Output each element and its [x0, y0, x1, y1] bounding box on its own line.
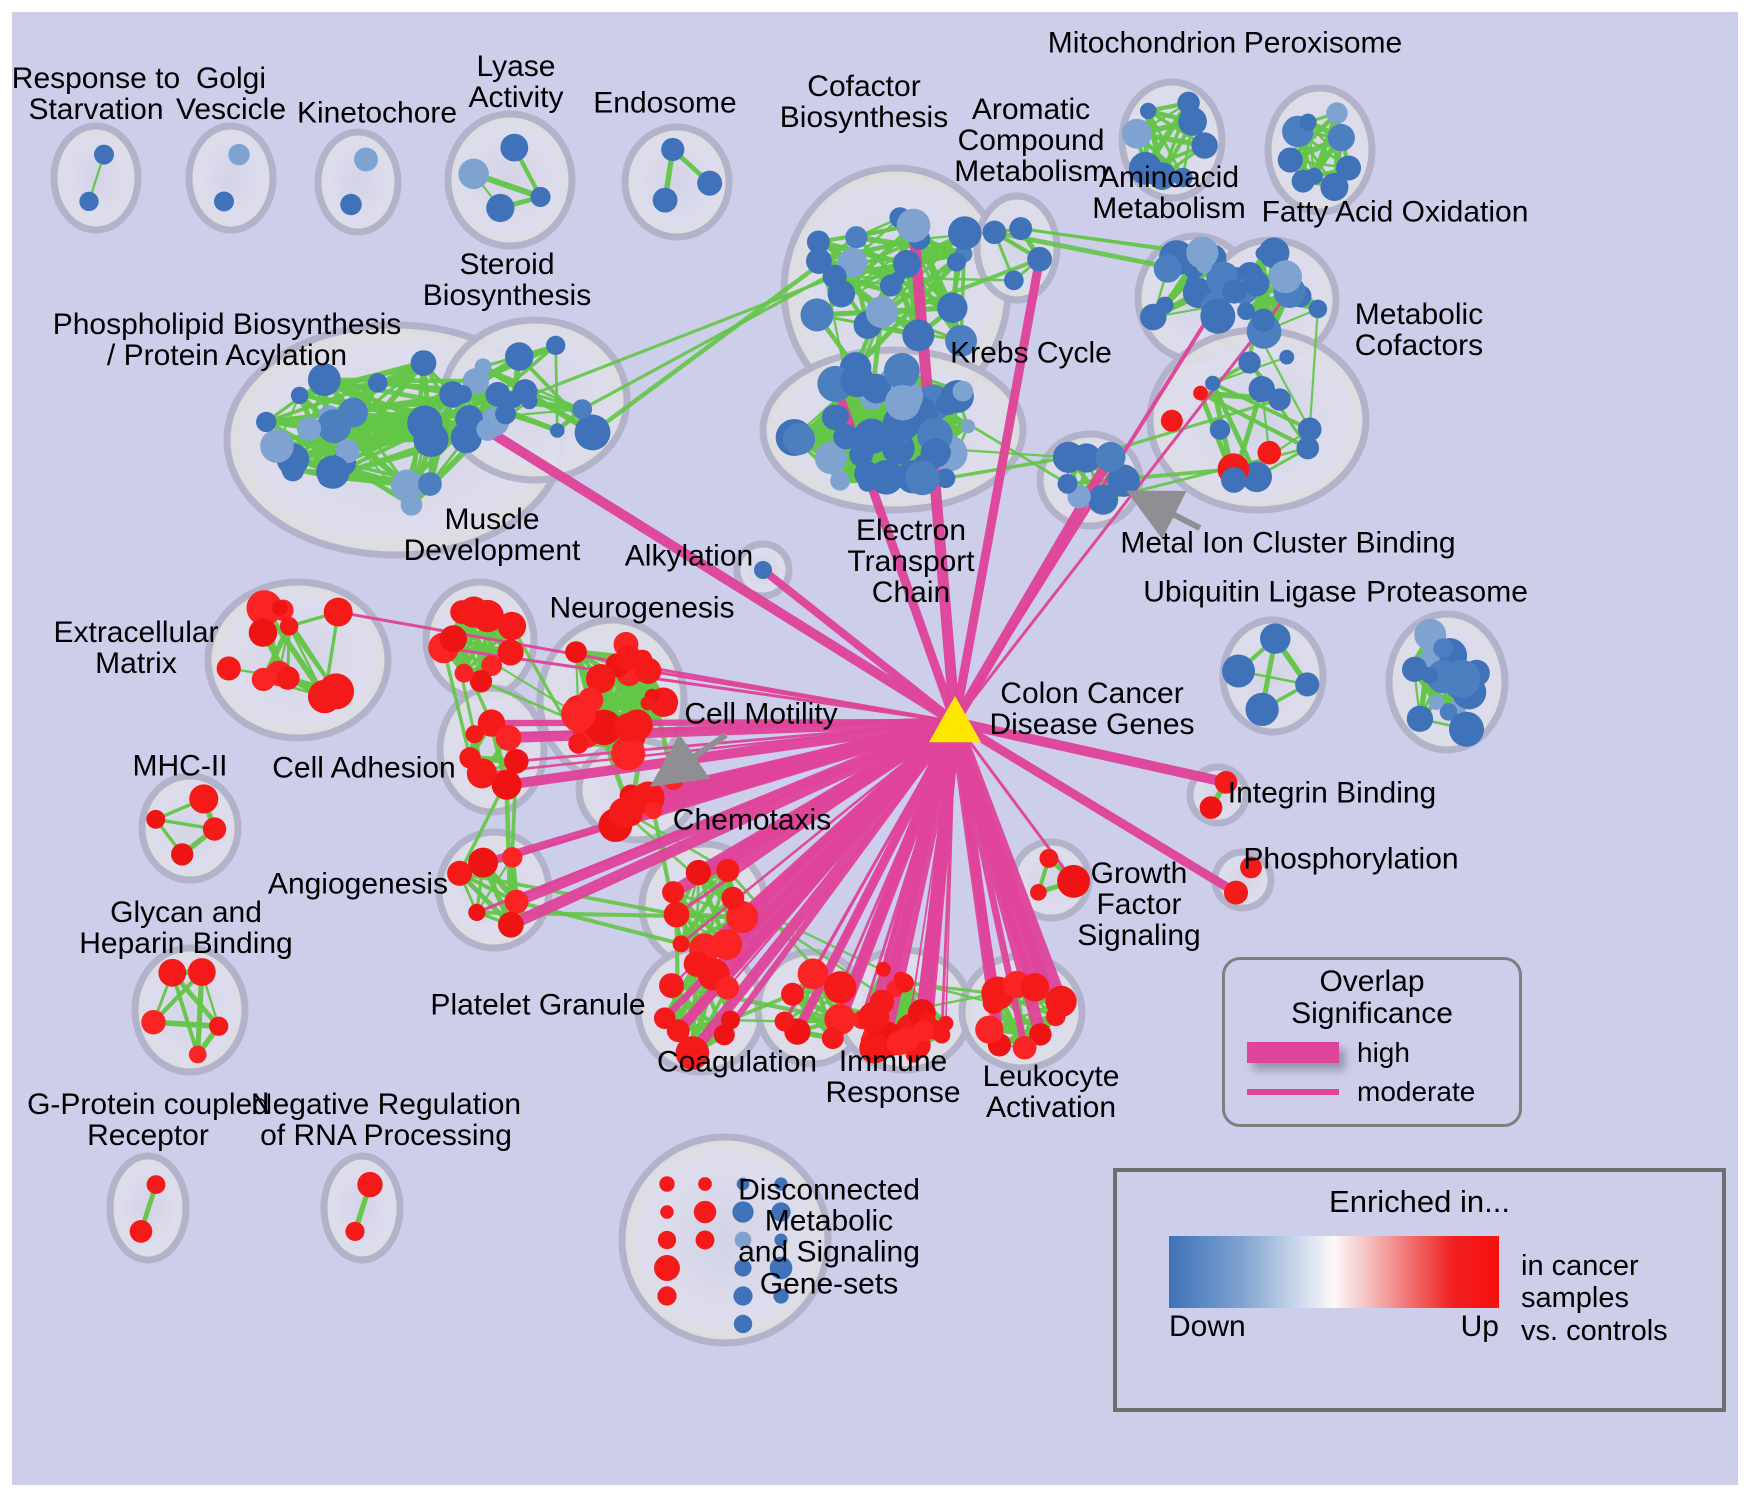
colorbar-low-label: Down [1169, 1310, 1246, 1343]
overlap-moderate-label: moderate [1357, 1075, 1476, 1107]
overlap-high-swatch [1247, 1042, 1339, 1064]
legend-enriched-body: Down Up in cancer samples vs. controls [1117, 1220, 1722, 1347]
overlap-moderate-swatch [1247, 1088, 1339, 1095]
legend-overlap-significance: Overlap Significance high moderate [1222, 957, 1522, 1127]
annotation-arrows [650, 490, 1202, 787]
legend-enriched-note: in cancer samples vs. controls [1521, 1250, 1668, 1347]
legend-overlap-row-moderate: moderate [1225, 1076, 1519, 1108]
gene-set-nodes [79, 91, 1490, 1334]
hub-node-colon-cancer-disease-genes[interactable] [929, 696, 981, 743]
legend-enriched-title: Enriched in... [1329, 1184, 1510, 1219]
legend-overlap-row-high: high [1225, 1037, 1519, 1069]
legend-colorbar-wrap: Down Up [1169, 1236, 1499, 1347]
colorbar-high-label: Up [1460, 1310, 1499, 1343]
legend-enriched-in: Enriched in... Down Up in cancer samples… [1113, 1168, 1726, 1412]
overlap-high-label: high [1357, 1036, 1410, 1068]
legend-overlap-title: Overlap Significance [1291, 965, 1453, 1030]
colorbar-endpoints: Down Up [1169, 1310, 1499, 1344]
enrichment-colorbar [1169, 1236, 1499, 1308]
